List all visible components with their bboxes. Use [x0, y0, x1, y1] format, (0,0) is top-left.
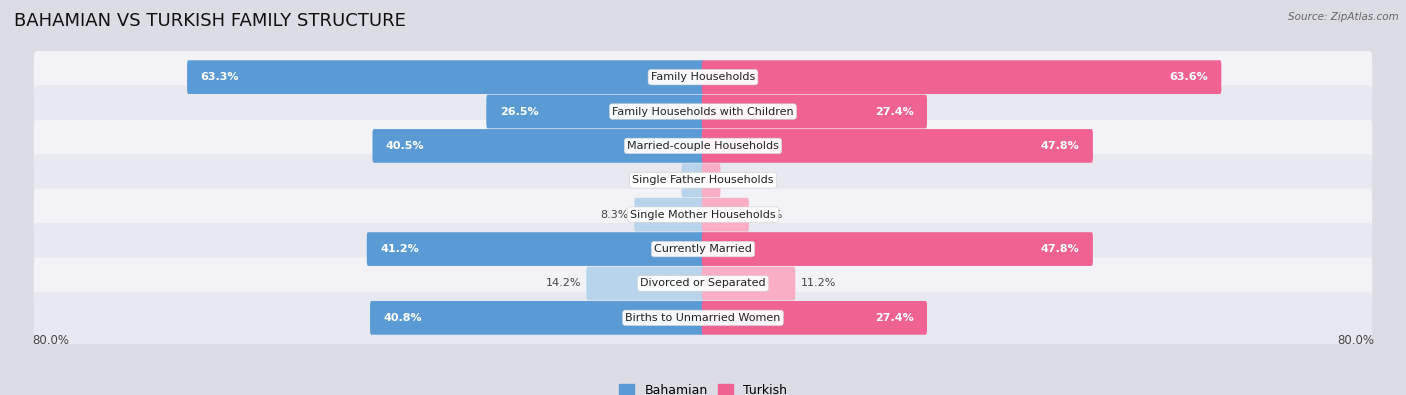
FancyBboxPatch shape	[486, 95, 704, 128]
Text: 40.8%: 40.8%	[384, 313, 422, 323]
FancyBboxPatch shape	[702, 301, 927, 335]
FancyBboxPatch shape	[373, 129, 704, 163]
Text: Births to Unmarried Women: Births to Unmarried Women	[626, 313, 780, 323]
Text: 27.4%: 27.4%	[875, 313, 914, 323]
Text: BAHAMIAN VS TURKISH FAMILY STRUCTURE: BAHAMIAN VS TURKISH FAMILY STRUCTURE	[14, 12, 406, 30]
FancyBboxPatch shape	[702, 60, 1222, 94]
Legend: Bahamian, Turkish: Bahamian, Turkish	[614, 379, 792, 395]
Text: Family Households with Children: Family Households with Children	[612, 107, 794, 117]
FancyBboxPatch shape	[187, 60, 704, 94]
FancyBboxPatch shape	[370, 301, 704, 335]
FancyBboxPatch shape	[702, 95, 927, 128]
Text: 14.2%: 14.2%	[546, 278, 581, 288]
FancyBboxPatch shape	[682, 164, 704, 197]
FancyBboxPatch shape	[586, 267, 704, 300]
Text: 63.6%: 63.6%	[1170, 72, 1208, 82]
Text: Single Mother Households: Single Mother Households	[630, 210, 776, 220]
FancyBboxPatch shape	[702, 198, 749, 231]
Text: 2.0%: 2.0%	[725, 175, 754, 185]
FancyBboxPatch shape	[702, 267, 796, 300]
Text: 41.2%: 41.2%	[380, 244, 419, 254]
Text: Family Households: Family Households	[651, 72, 755, 82]
Text: 80.0%: 80.0%	[32, 334, 69, 347]
Text: 8.3%: 8.3%	[600, 210, 628, 220]
FancyBboxPatch shape	[702, 129, 1092, 163]
FancyBboxPatch shape	[34, 120, 1372, 172]
Text: Single Father Households: Single Father Households	[633, 175, 773, 185]
FancyBboxPatch shape	[367, 232, 704, 266]
Text: 5.5%: 5.5%	[754, 210, 783, 220]
Text: Source: ZipAtlas.com: Source: ZipAtlas.com	[1288, 12, 1399, 22]
FancyBboxPatch shape	[34, 292, 1372, 344]
Text: 47.8%: 47.8%	[1040, 244, 1080, 254]
FancyBboxPatch shape	[634, 198, 704, 231]
FancyBboxPatch shape	[34, 51, 1372, 103]
FancyBboxPatch shape	[34, 223, 1372, 275]
Text: 47.8%: 47.8%	[1040, 141, 1080, 151]
Text: 40.5%: 40.5%	[385, 141, 425, 151]
Text: 27.4%: 27.4%	[875, 107, 914, 117]
Text: 80.0%: 80.0%	[1337, 334, 1374, 347]
Text: 63.3%: 63.3%	[201, 72, 239, 82]
Text: Married-couple Households: Married-couple Households	[627, 141, 779, 151]
FancyBboxPatch shape	[34, 85, 1372, 138]
Text: Divorced or Separated: Divorced or Separated	[640, 278, 766, 288]
Text: 26.5%: 26.5%	[499, 107, 538, 117]
FancyBboxPatch shape	[34, 188, 1372, 241]
Text: Currently Married: Currently Married	[654, 244, 752, 254]
Text: 11.2%: 11.2%	[800, 278, 837, 288]
FancyBboxPatch shape	[34, 154, 1372, 207]
FancyBboxPatch shape	[702, 232, 1092, 266]
Text: 2.5%: 2.5%	[648, 175, 676, 185]
FancyBboxPatch shape	[702, 164, 720, 197]
FancyBboxPatch shape	[34, 257, 1372, 310]
